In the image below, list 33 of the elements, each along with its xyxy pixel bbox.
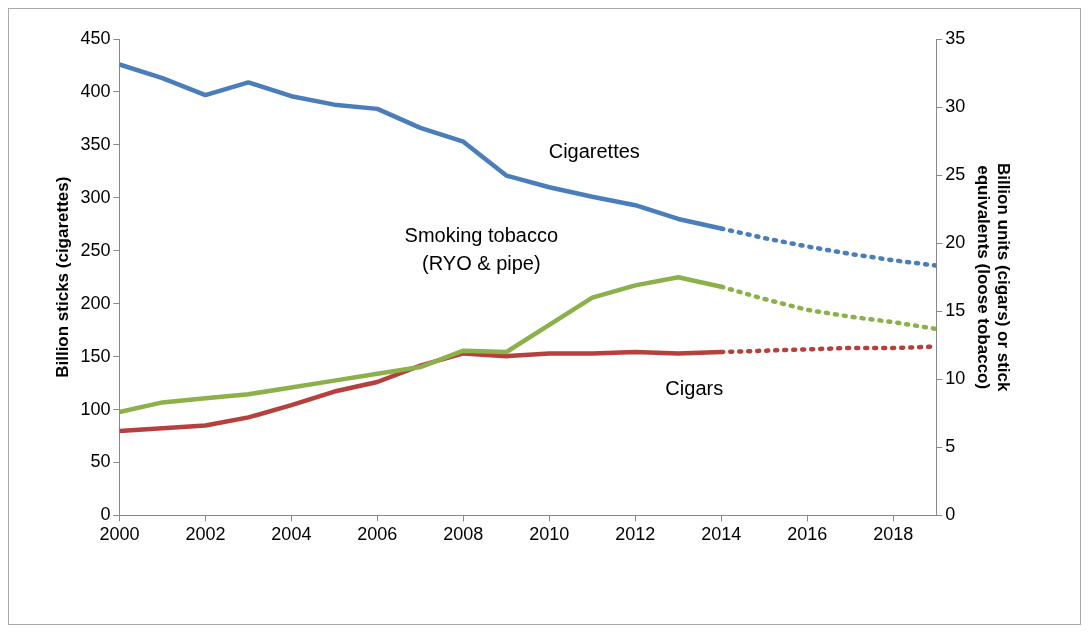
y-tick-label: 400	[80, 80, 111, 101]
x-tick-label: 2000	[99, 524, 140, 545]
x-tick-label: 2016	[787, 524, 828, 545]
y2-tick-label: 25	[945, 164, 966, 185]
series-label: Smoking tobacco (RYO & pipe)	[404, 224, 559, 275]
y-tick-label: 0	[100, 504, 111, 525]
x-tick-label: 2002	[185, 524, 226, 545]
x-tick-label: 2008	[443, 524, 484, 545]
y2-axis-title: Billion units (cigars) or stick equivalents (loose tobacco)	[973, 162, 1014, 393]
y2-tick-label: 15	[945, 300, 966, 321]
series-label: Cigars	[665, 376, 724, 399]
x-tick-label: 2004	[271, 524, 312, 545]
y-tick-label: 150	[80, 345, 111, 366]
y-tick-label: 100	[80, 398, 111, 419]
y-tick-label: 50	[90, 451, 111, 472]
y2-tick-label: 20	[945, 232, 966, 253]
y-axis-title: Billion sticks (cigarettes)	[52, 176, 72, 378]
x-tick-label: 2006	[357, 524, 398, 545]
x-tick-label: 2014	[701, 524, 742, 545]
y2-tick-label: 30	[945, 96, 966, 117]
x-tick-label: 2012	[615, 524, 656, 545]
y2-tick-label: 35	[945, 27, 966, 48]
y-tick-label: 450	[80, 27, 111, 48]
y2-tick-label: 5	[945, 436, 956, 457]
y2-tick-label: 0	[945, 504, 956, 525]
y-tick-label: 200	[80, 292, 111, 313]
y-tick-label: 300	[80, 186, 111, 207]
y2-tick-label: 10	[945, 368, 966, 389]
x-tick-label: 2010	[529, 524, 570, 545]
x-tick-label: 2018	[873, 524, 914, 545]
series-label: Cigarettes	[548, 140, 640, 163]
y-tick-label: 250	[80, 239, 111, 260]
y-tick-label: 350	[80, 133, 111, 154]
